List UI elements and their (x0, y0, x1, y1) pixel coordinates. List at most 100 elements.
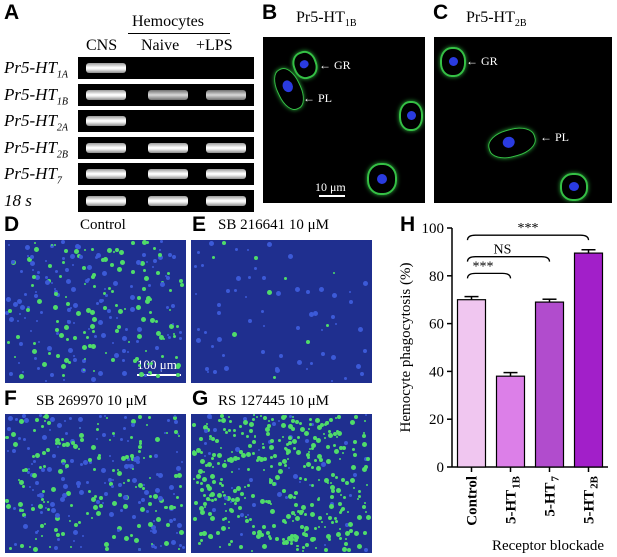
fluorescent-cell-dot (193, 451, 196, 454)
fluorescent-cell-dot (40, 511, 43, 514)
fluorescent-cell-dot (296, 326, 300, 330)
fluorescent-cell-dot (209, 499, 211, 501)
fluorescent-cell-dot (7, 341, 10, 344)
fluorescent-cell-dot (143, 269, 146, 272)
fluorescent-cell-dot (239, 545, 243, 549)
fluorescent-cell-dot (221, 418, 226, 423)
field-d-image: 100 μm (5, 240, 186, 383)
fluorescent-cell-dot (284, 277, 287, 280)
fluorescent-cell-dot (148, 522, 153, 527)
fluorescent-cell-dot (42, 362, 47, 367)
hemocyte-cell (367, 163, 397, 195)
fluorescent-cell-dot (151, 525, 156, 530)
fluorescent-cell-dot (130, 285, 133, 288)
fluorescent-cell-dot (143, 484, 145, 486)
fluorescent-cell-dot (45, 260, 47, 262)
fluorescent-cell-dot (193, 517, 197, 521)
fluorescent-cell-dot (71, 287, 76, 292)
fluorescent-cell-dot (207, 486, 212, 491)
fluorescent-cell-dot (360, 372, 364, 376)
fluorescent-cell-dot (73, 322, 75, 324)
fluorescent-cell-dot (292, 439, 297, 444)
fluorescent-cell-dot (212, 453, 216, 457)
fluorescent-cell-dot (348, 522, 353, 527)
fluorescent-cell-dot (363, 432, 365, 434)
fluorescent-cell-dot (158, 473, 163, 478)
fluorescent-cell-dot (49, 429, 51, 431)
fluorescent-cell-dot (9, 317, 14, 322)
gene-label: 18 s (4, 190, 32, 210)
fluorescent-cell-dot (99, 504, 103, 508)
fluorescent-cell-dot (173, 335, 176, 338)
fluorescent-cell-dot (341, 507, 345, 511)
fluorescent-cell-dot (107, 309, 111, 313)
micro-c-image: ← GR ← PL (434, 37, 612, 203)
fluorescent-cell-dot (96, 438, 98, 440)
fluorescent-cell-dot (117, 469, 119, 471)
fluorescent-cell-dot (41, 535, 43, 537)
fluorescent-cell-dot (313, 311, 318, 316)
fluorescent-cell-dot (37, 271, 40, 274)
fluorescent-cell-dot (123, 427, 126, 430)
fluorescent-cell-dot (251, 494, 255, 498)
fluorescent-cell-dot (136, 260, 141, 265)
fluorescent-cell-dot (101, 333, 106, 338)
fluorescent-cell-dot (168, 253, 172, 257)
fluorescent-cell-dot (125, 328, 128, 331)
fluorescent-cell-dot (88, 328, 90, 330)
fluorescent-cell-dot (30, 330, 32, 332)
fluorescent-cell-dot (232, 332, 237, 337)
fluorescent-cell-dot (252, 531, 256, 535)
fluorescent-cell-dot (115, 248, 119, 252)
fluorescent-cell-dot (286, 514, 291, 519)
fluorescent-cell-dot (317, 454, 322, 459)
fluorescent-cell-dot (221, 484, 224, 487)
fluorescent-cell-dot (291, 427, 295, 431)
micro-c-title: Pr5-HT2B (466, 9, 527, 30)
bar (573, 252, 604, 468)
fluorescent-cell-dot (153, 247, 156, 250)
fluorescent-cell-dot (278, 439, 281, 442)
fluorescent-cell-dot (178, 435, 180, 437)
fluorescent-cell-dot (331, 489, 335, 493)
fluorescent-cell-dot (299, 481, 301, 483)
fluorescent-cell-dot (363, 349, 367, 353)
fluorescent-cell-dot (292, 419, 294, 421)
fluorescent-cell-dot (113, 251, 115, 253)
fluorescent-cell-dot (42, 451, 46, 455)
fluorescent-cell-dot (295, 287, 300, 292)
fluorescent-cell-dot (141, 317, 146, 322)
fluorescent-cell-dot (251, 550, 253, 552)
fluorescent-cell-dot (240, 492, 244, 496)
x-tick-label: 5-HT1B (504, 475, 523, 524)
fluorescent-cell-dot (230, 501, 232, 503)
x-axis-label: Receptor blockade (492, 538, 604, 554)
fluorescent-cell-dot (225, 510, 227, 512)
fluorescent-cell-dot (192, 423, 196, 427)
fluorescent-cell-dot (342, 547, 347, 552)
fluorescent-cell-dot (244, 497, 246, 499)
fluorescent-cell-dot (142, 253, 146, 257)
fluorescent-cell-dot (50, 502, 55, 507)
fluorescent-cell-dot (65, 464, 69, 468)
fluorescent-cell-dot (341, 478, 345, 482)
gel-band (206, 169, 246, 179)
fluorescent-cell-dot (112, 460, 114, 462)
fluorescent-cell-dot (210, 474, 215, 479)
fluorescent-cell-dot (65, 467, 67, 469)
fluorescent-cell-dot (217, 462, 220, 465)
gel-strip (78, 83, 254, 106)
fluorescent-cell-dot (290, 534, 294, 538)
fluorescent-cell-dot (174, 474, 178, 478)
fluorescent-cell-dot (85, 279, 89, 283)
fluorescent-cell-dot (50, 373, 54, 377)
fluorescent-cell-dot (32, 275, 36, 279)
gr-annotation: ← GR (466, 54, 498, 68)
significance-label: *** (518, 221, 539, 236)
fluorescent-cell-dot (123, 482, 125, 484)
fluorescent-cell-dot (326, 459, 331, 464)
fluorescent-cell-dot (344, 377, 347, 380)
fluorescent-cell-dot (32, 269, 34, 271)
fluorescent-cell-dot (115, 329, 119, 333)
fluorescent-cell-dot (182, 546, 185, 549)
